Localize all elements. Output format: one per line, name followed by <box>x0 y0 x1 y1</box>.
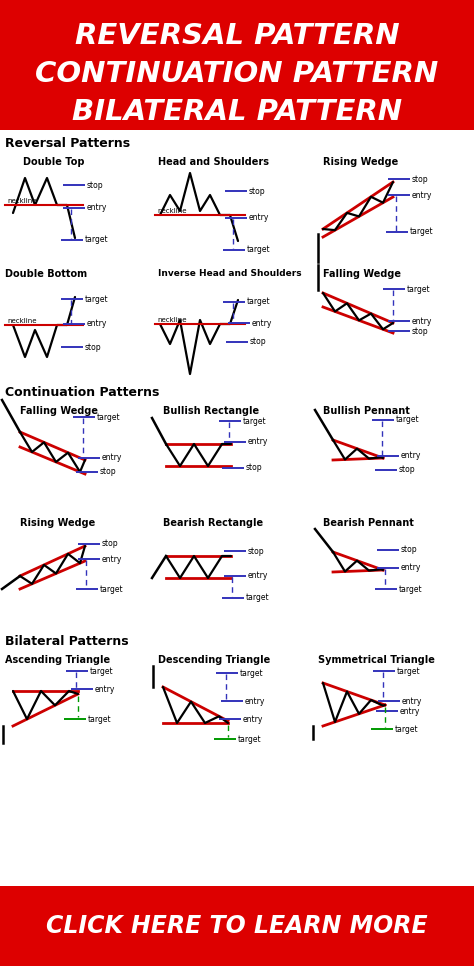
Text: entry: entry <box>243 715 264 724</box>
Text: Rising Wedge: Rising Wedge <box>323 157 398 167</box>
Text: Bullish Rectangle: Bullish Rectangle <box>163 406 259 416</box>
Text: Continuation Patterns: Continuation Patterns <box>5 386 159 399</box>
Text: target: target <box>396 415 419 424</box>
Text: stop: stop <box>412 175 428 184</box>
Text: target: target <box>247 298 271 306</box>
Text: stop: stop <box>248 547 264 555</box>
Text: Falling Wedge: Falling Wedge <box>20 406 98 416</box>
Text: entry: entry <box>102 453 122 463</box>
Text: target: target <box>397 667 420 675</box>
Text: stop: stop <box>250 337 266 347</box>
Text: neckline: neckline <box>7 198 36 204</box>
Bar <box>0 0 474 130</box>
Text: Double Top: Double Top <box>23 157 84 167</box>
Text: entry: entry <box>248 438 268 446</box>
Text: target: target <box>247 245 271 254</box>
Text: stop: stop <box>100 468 117 476</box>
Text: Rising Wedge: Rising Wedge <box>20 518 95 528</box>
Text: entry: entry <box>401 451 421 461</box>
Text: entry: entry <box>402 696 422 705</box>
Text: Bearish Pennant: Bearish Pennant <box>323 518 414 528</box>
Text: entry: entry <box>248 572 268 581</box>
Text: target: target <box>90 667 114 675</box>
Text: entry: entry <box>87 204 108 213</box>
Text: Bearish Rectangle: Bearish Rectangle <box>163 518 263 528</box>
Text: neckline: neckline <box>7 318 36 324</box>
Text: Falling Wedge: Falling Wedge <box>323 269 401 279</box>
Text: BILATERAL PATTERN: BILATERAL PATTERN <box>72 98 402 126</box>
Text: entry: entry <box>400 706 420 716</box>
Text: stop: stop <box>85 343 101 352</box>
Text: target: target <box>243 416 266 425</box>
Text: entry: entry <box>412 190 432 200</box>
Text: Bullish Pennant: Bullish Pennant <box>323 406 410 416</box>
Text: stop: stop <box>102 539 118 549</box>
Text: Double Bottom: Double Bottom <box>5 269 87 279</box>
Text: stop: stop <box>246 464 263 472</box>
Text: neckline: neckline <box>157 208 186 214</box>
Text: entry: entry <box>401 563 421 573</box>
Text: Head and Shoulders: Head and Shoulders <box>158 157 269 167</box>
Text: entry: entry <box>102 554 122 563</box>
Text: entry: entry <box>249 213 269 222</box>
Text: Descending Triangle: Descending Triangle <box>158 655 270 665</box>
Text: stop: stop <box>399 466 416 474</box>
Text: target: target <box>246 593 270 603</box>
Text: target: target <box>410 228 434 237</box>
Text: stop: stop <box>412 327 428 335</box>
Text: entry: entry <box>412 317 432 326</box>
Text: target: target <box>88 715 111 724</box>
Text: CLICK HERE TO LEARN MORE: CLICK HERE TO LEARN MORE <box>46 914 428 938</box>
Text: target: target <box>240 668 264 677</box>
Text: stop: stop <box>249 186 265 195</box>
Text: target: target <box>85 295 109 303</box>
Text: CONTINUATION PATTERN: CONTINUATION PATTERN <box>36 60 438 88</box>
Text: REVERSAL PATTERN: REVERSAL PATTERN <box>75 22 399 50</box>
Text: entry: entry <box>245 696 265 705</box>
Bar <box>0 886 474 966</box>
Text: entry: entry <box>95 685 115 694</box>
Text: target: target <box>238 734 262 744</box>
Text: target: target <box>399 584 423 593</box>
Text: Inverse Head and Shoulders: Inverse Head and Shoulders <box>158 269 301 278</box>
Text: Symmetrical Triangle: Symmetrical Triangle <box>318 655 435 665</box>
Text: target: target <box>407 285 430 294</box>
Text: neckline: neckline <box>157 317 186 323</box>
Text: target: target <box>395 724 419 733</box>
Text: target: target <box>100 584 124 593</box>
Text: target: target <box>97 412 120 421</box>
Text: entry: entry <box>87 320 108 328</box>
Text: target: target <box>85 236 109 244</box>
Text: entry: entry <box>252 319 273 327</box>
Text: Ascending Triangle: Ascending Triangle <box>5 655 110 665</box>
Text: Reversal Patterns: Reversal Patterns <box>5 137 130 150</box>
Text: stop: stop <box>87 181 104 189</box>
Text: stop: stop <box>401 546 418 554</box>
Text: Bilateral Patterns: Bilateral Patterns <box>5 635 128 648</box>
